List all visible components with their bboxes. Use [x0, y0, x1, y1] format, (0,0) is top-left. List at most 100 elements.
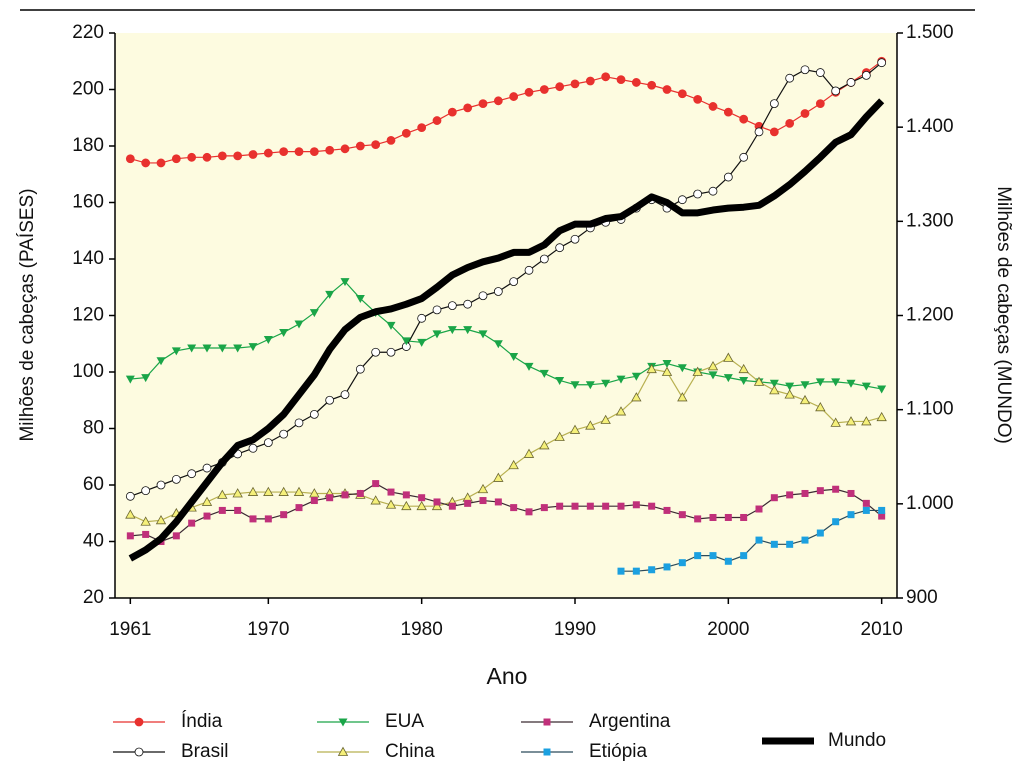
marker — [723, 374, 733, 383]
marker — [847, 489, 855, 497]
marker — [431, 500, 443, 511]
marker — [877, 385, 887, 394]
marker — [372, 480, 380, 488]
marker — [707, 361, 719, 371]
marker — [862, 506, 870, 514]
marker — [478, 99, 488, 109]
marker — [187, 152, 197, 162]
y-tick-label: 80 — [83, 418, 104, 439]
marker — [523, 448, 535, 458]
plot-area — [115, 33, 897, 598]
legend-label: Argentina — [589, 711, 671, 732]
marker — [615, 406, 627, 416]
marker — [247, 486, 259, 496]
marker — [556, 502, 564, 510]
x-tick-label: 1980 — [401, 619, 443, 640]
marker — [401, 128, 411, 138]
marker — [338, 718, 348, 727]
marker — [141, 158, 151, 168]
marker — [861, 382, 871, 391]
marker — [386, 135, 396, 145]
marker — [631, 392, 642, 402]
marker — [539, 369, 549, 378]
marker — [264, 515, 272, 523]
marker — [202, 152, 212, 162]
x-tick-label: 2010 — [861, 619, 903, 640]
marker — [248, 343, 258, 352]
marker — [278, 486, 289, 496]
marker — [832, 485, 840, 493]
marker — [233, 344, 243, 353]
marker — [478, 291, 488, 301]
marker — [125, 154, 135, 164]
marker — [294, 418, 304, 428]
marker — [570, 234, 580, 244]
marker — [509, 352, 519, 361]
marker — [570, 381, 580, 390]
y-tick-label: 40 — [83, 531, 104, 552]
marker — [555, 376, 565, 385]
marker — [524, 265, 534, 275]
marker — [861, 70, 871, 80]
marker — [325, 145, 335, 155]
marker — [416, 500, 427, 511]
marker — [309, 147, 319, 157]
marker — [784, 389, 795, 399]
marker — [586, 502, 594, 510]
marker — [724, 557, 732, 565]
marker — [723, 352, 734, 362]
y2-axis-title: Milhões de cabeças (MUNDO) — [993, 186, 1014, 444]
marker — [341, 491, 349, 499]
marker — [217, 151, 227, 161]
marker — [662, 360, 672, 369]
marker — [769, 385, 780, 395]
marker — [769, 127, 779, 137]
marker — [723, 172, 733, 182]
marker — [753, 376, 765, 386]
marker — [678, 559, 686, 567]
marker — [493, 472, 504, 482]
series-line — [128, 98, 885, 562]
marker — [310, 497, 318, 505]
marker — [479, 497, 487, 505]
marker — [585, 76, 595, 86]
marker — [125, 509, 136, 519]
marker — [448, 502, 456, 510]
legend-label: Índia — [181, 711, 223, 732]
marker — [401, 500, 412, 511]
marker — [738, 363, 749, 374]
marker — [509, 92, 519, 101]
marker — [249, 515, 257, 523]
y-tick-label: 120 — [72, 305, 104, 326]
marker — [740, 513, 748, 521]
marker — [646, 363, 657, 374]
marker — [140, 516, 151, 526]
marker — [508, 459, 519, 470]
marker — [217, 489, 228, 499]
legend-label: Brasil — [181, 741, 229, 762]
marker — [739, 376, 749, 385]
marker — [356, 489, 364, 497]
marker — [616, 375, 626, 384]
marker — [832, 518, 840, 526]
marker — [385, 499, 397, 509]
marker — [693, 189, 703, 199]
marker — [878, 512, 886, 520]
marker — [234, 506, 242, 514]
legend-label: Etiópia — [589, 741, 648, 762]
marker — [539, 254, 549, 264]
marker — [187, 344, 197, 353]
marker — [156, 158, 166, 168]
y2-tick-label: 1.100 — [906, 399, 954, 420]
marker — [493, 340, 503, 349]
marker — [355, 141, 365, 151]
marker — [631, 78, 641, 87]
marker — [188, 519, 196, 527]
marker — [876, 411, 887, 422]
marker — [201, 496, 213, 506]
marker — [785, 119, 795, 128]
marker — [708, 371, 718, 380]
marker — [755, 536, 763, 544]
marker — [172, 532, 180, 540]
